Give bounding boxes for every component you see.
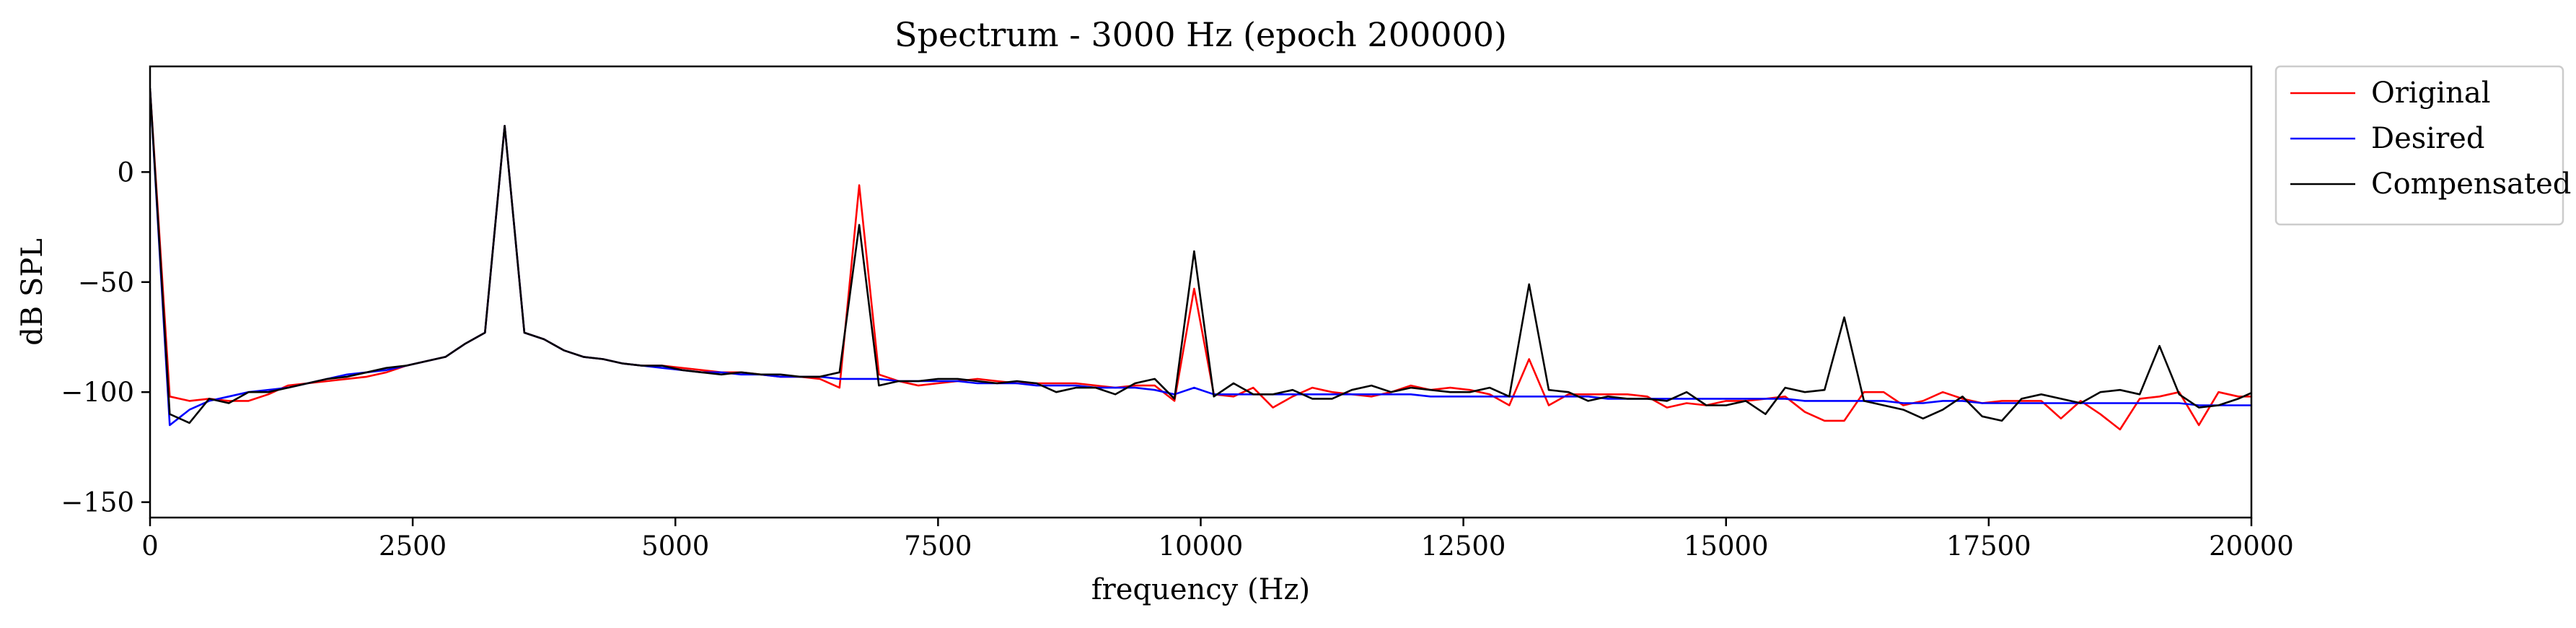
axes-frame	[149, 65, 2253, 519]
y-tick-label: −150	[61, 487, 134, 518]
x-tick-label: 2500	[379, 531, 447, 562]
y-axis-label: dB SPL	[16, 238, 49, 346]
legend: Original Desired Compensated	[2274, 65, 2571, 226]
y-tick-label: −50	[78, 267, 134, 298]
x-tick-label: 10000	[1159, 531, 1244, 562]
series-line-original	[150, 88, 2251, 431]
series-line-desired	[150, 88, 2251, 427]
x-tick-label: 20000	[2209, 531, 2294, 562]
series-line-compensated	[150, 88, 2251, 424]
x-axis-label: frequency (Hz)	[1091, 573, 1310, 606]
y-axis-ticks: 0 −50 −100 −150	[61, 157, 150, 518]
legend-label-compensated: Compensated	[2371, 167, 2571, 201]
x-axis-ticks: 0 2500 5000 7500 10000 12500 15000 17500 20000	[141, 518, 2294, 562]
x-tick-label: 12500	[1421, 531, 1506, 562]
x-tick-label: 15000	[1684, 531, 1769, 562]
y-tick-label: −100	[61, 377, 134, 408]
plot-area	[149, 65, 2253, 519]
y-tick-label: 0	[117, 157, 134, 188]
series-lines	[150, 88, 2251, 431]
legend-label-desired: Desired	[2371, 122, 2484, 155]
x-tick-label: 0	[141, 531, 159, 562]
x-tick-label: 7500	[904, 531, 972, 562]
x-tick-label: 5000	[641, 531, 709, 562]
chart-title: Spectrum - 3000 Hz (epoch 200000)	[894, 15, 1507, 54]
legend-label-original: Original	[2371, 77, 2491, 110]
x-tick-label: 17500	[1946, 531, 2031, 562]
